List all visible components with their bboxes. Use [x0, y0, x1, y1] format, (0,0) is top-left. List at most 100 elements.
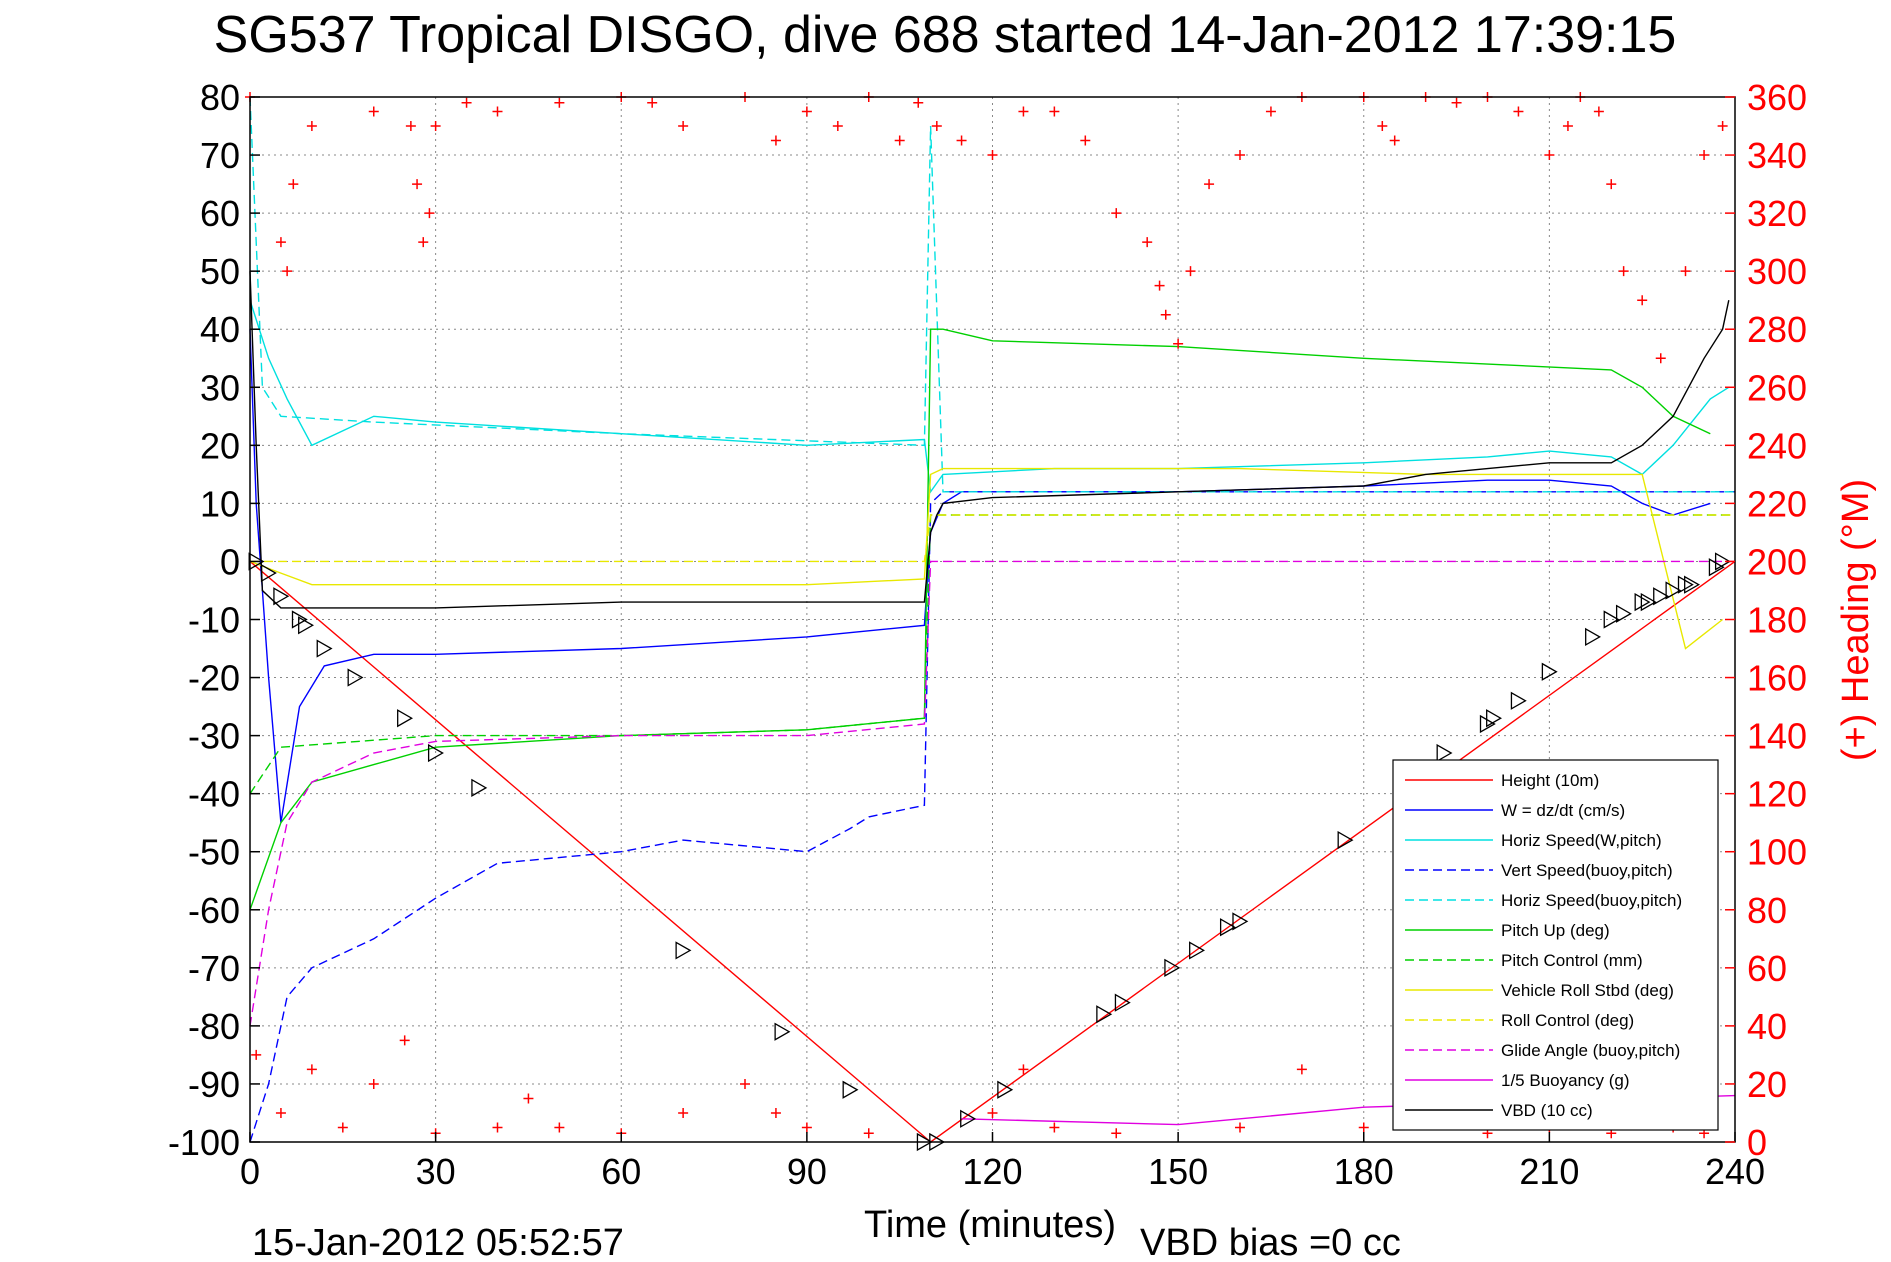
heading-marker — [1049, 106, 1060, 117]
legend-label: Height (10m) — [1501, 771, 1599, 790]
waypoint-marker — [347, 668, 364, 687]
series-line-4 — [249, 96, 1735, 493]
waypoint-marker — [397, 709, 413, 728]
heading-marker — [1655, 353, 1666, 364]
y-tick-label: -50 — [188, 832, 240, 873]
waypoint-marker — [1096, 1005, 1113, 1024]
series-line-8 — [250, 514, 1735, 563]
heading-marker — [770, 1107, 781, 1118]
series-line-9 — [249, 560, 1735, 1027]
y-right-tick-label: 240 — [1747, 425, 1807, 466]
heading-marker — [554, 97, 565, 108]
heading-marker — [1154, 280, 1165, 291]
x-tick-label: 0 — [240, 1151, 260, 1192]
series-line-3 — [249, 491, 1735, 1143]
heading-marker — [863, 1128, 874, 1139]
waypoint-marker — [1479, 714, 1496, 734]
waypoint-marker — [1653, 587, 1670, 606]
y-tick-label: -60 — [188, 890, 240, 931]
heading-marker — [430, 121, 441, 132]
x-tick-label: 90 — [787, 1151, 827, 1192]
heading-marker — [956, 135, 967, 146]
heading-marker — [1235, 150, 1245, 161]
heading-marker — [1235, 1122, 1245, 1133]
x-tick-label: 150 — [1148, 1151, 1208, 1192]
y-right-tick-label: 320 — [1747, 193, 1807, 234]
heading-marker — [461, 97, 472, 108]
x-tick-label: 240 — [1705, 1151, 1765, 1192]
waypoint-marker — [1603, 610, 1620, 629]
heading-marker — [1111, 208, 1122, 219]
x-tick-label: 60 — [601, 1151, 641, 1192]
legend: Height (10m) W = dz/dt (cm/s) Horiz Speed(… — [1392, 759, 1719, 1131]
legend-label: Vehicle Roll Stbd (deg) — [1501, 981, 1674, 1000]
waypoint-marker — [1510, 691, 1527, 710]
waypoint-marker — [1541, 662, 1558, 681]
heading-marker — [368, 1078, 379, 1089]
heading-marker — [282, 266, 293, 277]
waypoint-marker — [675, 941, 692, 960]
heading-marker — [554, 1122, 565, 1133]
x-tick-label: 210 — [1519, 1151, 1579, 1192]
heading-marker — [1593, 106, 1604, 117]
waypoint-marker — [1232, 912, 1249, 931]
heading-marker — [1080, 135, 1091, 146]
heading-marker — [492, 106, 503, 117]
heading-marker — [1389, 135, 1400, 146]
legend-label: Glide Angle (buoy,pitch) — [1501, 1041, 1680, 1060]
legend-box — [1392, 759, 1719, 1131]
y-tick-label: 60 — [200, 193, 240, 234]
heading-marker — [424, 208, 435, 219]
heading-marker — [1513, 106, 1524, 117]
heading-marker — [399, 1035, 410, 1046]
x-tick-label: 30 — [416, 1151, 456, 1192]
legend-label: Pitch Up (deg) — [1501, 921, 1610, 940]
waypoint-marker — [1337, 830, 1354, 850]
waypoint-marker — [1714, 552, 1731, 571]
y-right-tick-label: 280 — [1747, 309, 1807, 350]
heading-marker — [418, 237, 429, 248]
heading-marker — [275, 237, 286, 248]
heading-marker — [832, 121, 843, 132]
heading-marker — [412, 179, 423, 190]
heading-marker — [1717, 121, 1728, 132]
waypoint-marker — [1114, 993, 1131, 1012]
heading-marker — [1358, 1122, 1369, 1133]
y-right-tick-label: 20 — [1747, 1064, 1787, 1105]
heading-marker — [288, 179, 299, 190]
y-tick-label: -70 — [188, 948, 240, 989]
y-right-tick-label: 0 — [1747, 1122, 1767, 1163]
waypoint-marker — [1436, 743, 1453, 763]
waypoint-marker — [471, 778, 488, 797]
legend-label: 1/5 Buoyancy (g) — [1501, 1071, 1630, 1090]
legend-label: Roll Control (deg) — [1501, 1011, 1634, 1030]
y-tick-label: 20 — [200, 425, 240, 466]
heading-marker — [678, 1107, 689, 1118]
y-tick-label: -40 — [188, 774, 240, 815]
legend-label: W = dz/dt (cm/s) — [1501, 801, 1625, 820]
y-right-tick-label: 200 — [1747, 541, 1807, 582]
x-tick-label: 180 — [1334, 1151, 1394, 1192]
waypoint-marker — [1219, 918, 1236, 937]
y-right-tick-label: 100 — [1747, 832, 1807, 873]
y-tick-label: -20 — [188, 658, 240, 699]
heading-marker — [405, 121, 416, 132]
heading-marker — [987, 150, 998, 161]
heading-marker — [523, 1093, 534, 1104]
right-axis-label: (+) Heading (°M) — [1835, 479, 1877, 761]
waypoint-marker — [427, 743, 444, 763]
y-tick-label: 10 — [200, 483, 240, 524]
heading-marker — [1018, 1064, 1029, 1075]
heading-marker — [306, 1064, 317, 1075]
heading-marker — [1160, 309, 1171, 320]
heading-marker — [275, 1107, 286, 1118]
y-tick-label: -80 — [188, 1006, 240, 1047]
heading-marker — [1544, 150, 1555, 161]
y-tick-label: 80 — [200, 77, 240, 118]
heading-marker — [894, 135, 905, 146]
y-right-tick-label: 180 — [1747, 600, 1807, 641]
waypoint-marker — [1189, 941, 1206, 960]
legend-label: Vert Speed(buoy,pitch) — [1501, 861, 1673, 880]
waypoint-marker — [248, 552, 265, 571]
